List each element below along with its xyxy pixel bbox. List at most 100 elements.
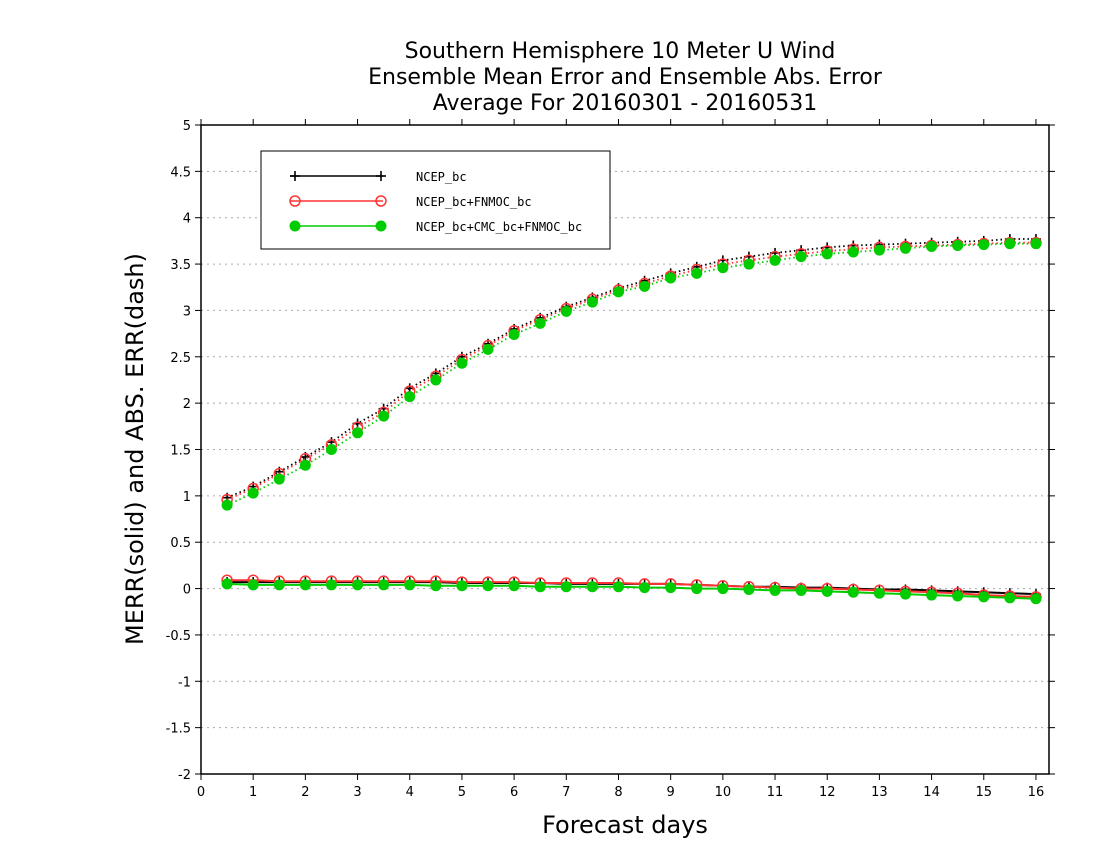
- chart-title-line-3: Average For 20160301 - 20160531: [433, 91, 818, 116]
- data-point: [375, 220, 387, 232]
- x-tick-label: 1: [249, 785, 257, 800]
- data-point: [456, 357, 468, 369]
- x-tick-label: 10: [715, 785, 732, 800]
- data-point: [378, 410, 390, 422]
- data-point: [325, 444, 337, 455]
- data-point: [534, 581, 546, 593]
- data-point: [404, 391, 416, 403]
- x-tick-label: 3: [353, 785, 361, 800]
- data-point: [352, 579, 364, 591]
- data-point: [795, 251, 807, 263]
- abs-error-line: [226, 241, 1036, 501]
- y-tick-label: 0.5: [170, 536, 191, 551]
- data-point: [482, 580, 494, 592]
- chart-title-line-1: Southern Hemisphere 10 Meter U Wind: [405, 39, 836, 64]
- x-tick-label: 7: [562, 785, 570, 800]
- data-point: [1030, 238, 1042, 250]
- x-tick-label: 13: [871, 785, 888, 800]
- data-point: [821, 585, 833, 597]
- data-point: [952, 240, 964, 252]
- data-point: [769, 584, 781, 596]
- data-point: [1004, 592, 1016, 604]
- data-point: [612, 286, 624, 298]
- data-point: [586, 296, 598, 308]
- data-point: [290, 171, 300, 181]
- data-point: [404, 579, 416, 591]
- x-tick-label: 15: [975, 785, 992, 800]
- y-tick-label: 1: [183, 490, 191, 505]
- data-point: [376, 171, 386, 181]
- legend: NCEP_bc NCEP_bc+FNMOC_bc NCEP_bc+CMC_bc+…: [260, 150, 611, 250]
- data-point: [769, 254, 781, 266]
- y-tick-label: 3.5: [170, 258, 191, 273]
- y-tick-label: -1.5: [166, 722, 191, 737]
- chart-title-line-2: Ensemble Mean Error and Ensemble Abs. Er…: [368, 65, 883, 90]
- y-tick-label: 2: [183, 397, 191, 412]
- data-point: [289, 220, 301, 232]
- y-tick-label: -1: [178, 675, 191, 690]
- data-point: [534, 317, 546, 329]
- data-point: [430, 374, 442, 386]
- data-point: [1030, 593, 1042, 605]
- y-tick-label: 2.5: [170, 351, 191, 366]
- data-point: [926, 240, 938, 252]
- x-tick-label: 0: [197, 785, 205, 800]
- legend-label-ncep-bc: NCEP_bc: [416, 170, 467, 184]
- x-tick-label: 2: [301, 785, 309, 800]
- data-point: [352, 427, 364, 439]
- data-point: [691, 267, 703, 279]
- y-tick-label: 3: [183, 304, 191, 319]
- data-point: [508, 580, 520, 592]
- data-series: [221, 234, 1042, 605]
- data-point: [665, 272, 677, 284]
- x-tick-label: 5: [458, 785, 466, 800]
- data-point: [273, 473, 285, 485]
- data-point: [247, 579, 259, 591]
- x-tick-label: 14: [923, 785, 940, 800]
- data-point: [899, 588, 911, 600]
- data-point: [743, 258, 755, 270]
- data-point: [289, 195, 301, 207]
- data-point: [378, 579, 390, 591]
- x-tick-label: 12: [819, 785, 836, 800]
- data-point: [978, 591, 990, 603]
- data-point: [586, 581, 598, 593]
- y-tick-label: 4: [183, 212, 191, 227]
- data-point: [873, 587, 885, 599]
- data-point: [560, 581, 572, 593]
- data-point: [430, 580, 442, 592]
- data-point: [482, 343, 494, 355]
- y-tick-label: -0.5: [166, 629, 191, 644]
- data-point: [847, 246, 859, 258]
- data-point: [375, 195, 387, 207]
- series-2: [221, 238, 1042, 605]
- data-point: [795, 584, 807, 596]
- data-point: [873, 244, 885, 256]
- data-point: [847, 586, 859, 598]
- data-point: [612, 581, 624, 593]
- y-tick-label: 4.5: [170, 165, 191, 180]
- legend-box: [260, 150, 611, 250]
- y-tick-label: 0: [183, 583, 191, 598]
- data-point: [821, 248, 833, 260]
- data-point: [508, 329, 520, 341]
- data-point: [717, 583, 729, 595]
- data-point: [665, 582, 677, 594]
- data-point: [456, 580, 468, 592]
- data-point: [743, 583, 755, 595]
- y-tick-label: 5: [183, 119, 191, 134]
- data-point: [899, 242, 911, 254]
- data-point: [299, 459, 311, 471]
- x-tick-label: 8: [614, 785, 622, 800]
- data-point: [1004, 238, 1016, 250]
- data-point: [299, 579, 311, 591]
- data-point: [717, 262, 729, 274]
- abs-error-line: [226, 238, 1036, 499]
- x-tick-label: 9: [667, 785, 675, 800]
- data-point: [926, 589, 938, 601]
- y-tick-label: 1.5: [170, 444, 191, 459]
- x-tick-label: 6: [510, 785, 518, 800]
- data-point: [691, 583, 703, 595]
- data-point: [560, 305, 572, 317]
